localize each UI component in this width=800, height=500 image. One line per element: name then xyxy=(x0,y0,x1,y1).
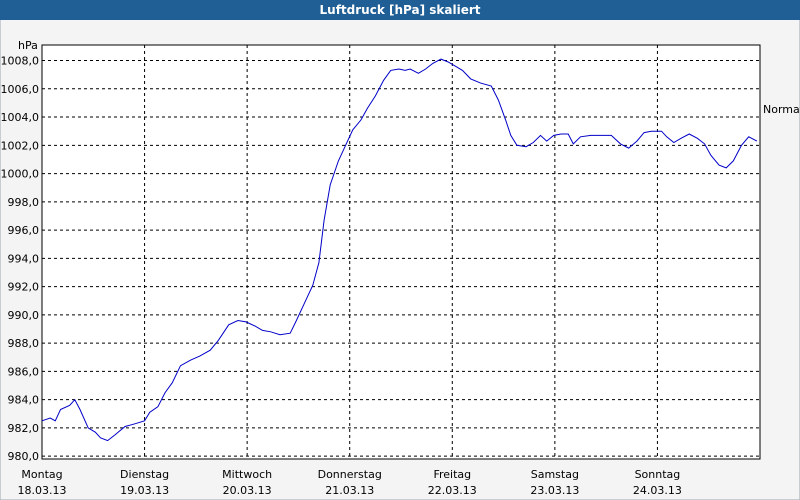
annotation: Normal xyxy=(763,103,800,116)
y-tick-label: 998,0 xyxy=(8,196,40,209)
x-tick-label: Mittwoch xyxy=(222,468,272,481)
y-tick-label: 982,0 xyxy=(8,422,40,435)
x-tick-date: 23.03.13 xyxy=(530,484,579,497)
y-tick-label: 990,0 xyxy=(8,309,40,322)
x-tick-date: 24.03.13 xyxy=(633,484,682,497)
title-bar xyxy=(0,0,800,20)
y-tick-label: 988,0 xyxy=(8,337,40,350)
x-tick-label: Montag xyxy=(21,468,62,481)
y-tick-label: 1008,0 xyxy=(1,55,40,68)
x-tick-label: Samstag xyxy=(531,468,579,481)
y-tick-label: 1006,0 xyxy=(1,83,40,96)
x-tick-label: Freitag xyxy=(433,468,471,481)
y-tick-label: 992,0 xyxy=(8,281,40,294)
y-tick-label: 1002,0 xyxy=(1,139,40,152)
y-tick-label: 1004,0 xyxy=(1,111,40,124)
x-tick-label: Donnerstag xyxy=(318,468,382,481)
x-tick-date: 20.03.13 xyxy=(223,484,272,497)
plot-area xyxy=(41,44,761,460)
y-tick-label: 984,0 xyxy=(8,394,40,407)
y-tick-label: 996,0 xyxy=(8,224,40,237)
y-tick-label: 986,0 xyxy=(8,365,40,378)
y-unit-label: hPa xyxy=(18,39,38,52)
x-tick-date: 19.03.13 xyxy=(120,484,169,497)
y-tick-label: 980,0 xyxy=(8,450,40,463)
x-tick-label: Dienstag xyxy=(120,468,169,481)
x-tick-date: 18.03.13 xyxy=(18,484,67,497)
y-tick-label: 1000,0 xyxy=(1,168,40,181)
y-tick-label: 994,0 xyxy=(8,252,40,265)
x-tick-date: 21.03.13 xyxy=(325,484,374,497)
x-tick-label: Sonntag xyxy=(635,468,681,481)
data-line xyxy=(41,58,758,442)
x-tick-date: 22.03.13 xyxy=(428,484,477,497)
chart-title: Luftdruck [hPa] skaliert xyxy=(320,3,481,17)
